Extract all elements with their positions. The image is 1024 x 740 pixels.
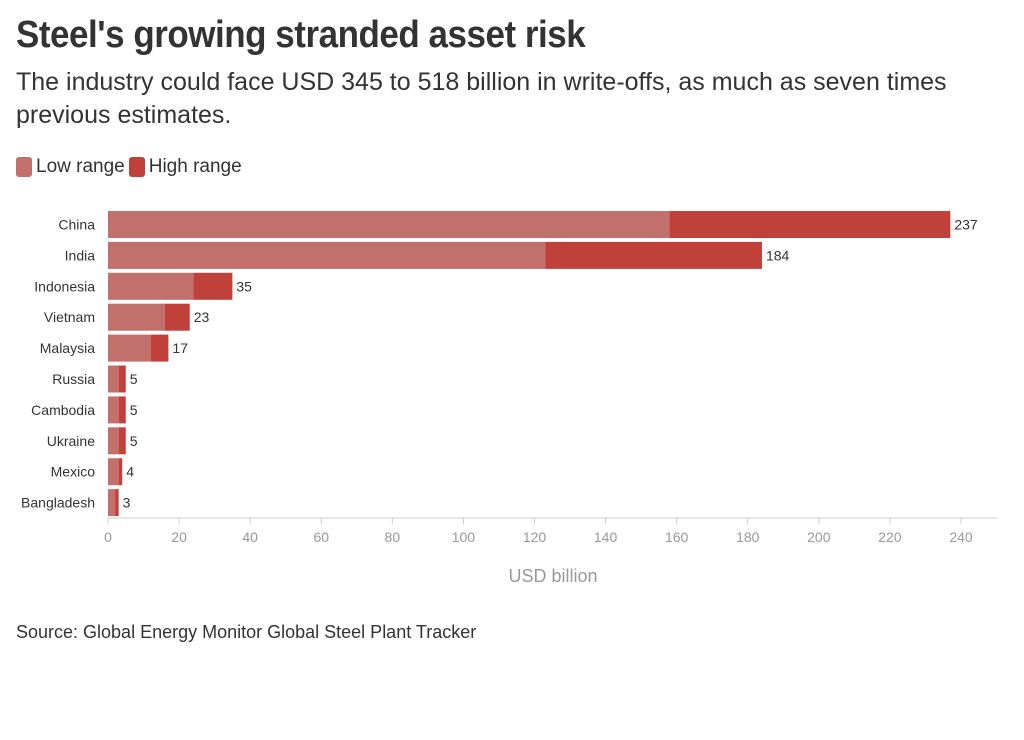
legend: Low range High range: [16, 156, 246, 178]
chart-subtitle: The industry could face USD 345 to 518 b…: [16, 68, 947, 129]
total-label-cambodia: 5: [130, 402, 138, 418]
bar-bangladesh-high: [115, 489, 119, 517]
bar-russia-low: [108, 365, 119, 393]
legend-item-high: High range: [128, 156, 242, 178]
bar-ukraine-high: [118, 427, 126, 455]
bar-india-high: [545, 241, 762, 269]
x-tick-label-240: 240: [949, 529, 973, 545]
x-tick-label-80: 80: [385, 529, 401, 545]
x-tick-label-0: 0: [104, 529, 112, 545]
bar-malaysia-high: [150, 334, 169, 362]
total-label-malaysia: 17: [172, 340, 188, 356]
legend-label-high: High range: [148, 156, 242, 177]
legend-swatch-low: [16, 157, 32, 177]
category-label-cambodia: Cambodia: [31, 402, 95, 418]
bar-india-low: [108, 241, 546, 269]
total-label-india: 184: [766, 247, 790, 263]
category-label-vietnam: Vietnam: [44, 309, 95, 325]
bar-china-low: [108, 211, 670, 238]
x-tick-label-120: 120: [523, 529, 547, 545]
x-axis-title: USD billion: [508, 566, 597, 586]
total-label-bangladesh: 3: [123, 495, 131, 511]
bar-mexico-low: [108, 458, 119, 486]
total-label-russia: 5: [130, 371, 138, 387]
x-tick-label-180: 180: [736, 529, 760, 545]
legend-item-low: Low range: [16, 156, 125, 178]
category-label-bangladesh: Bangladesh: [21, 495, 95, 511]
bar-indonesia-low: [108, 272, 194, 300]
bar-russia-high: [118, 365, 126, 393]
category-label-ukraine: Ukraine: [47, 433, 95, 449]
category-label-mexico: Mexico: [51, 464, 96, 480]
category-label-india: India: [65, 247, 96, 263]
total-label-ukraine: 5: [130, 433, 138, 449]
total-label-vietnam: 23: [194, 309, 210, 325]
x-tick-label-160: 160: [665, 529, 689, 545]
legend-label-low: Low range: [36, 156, 125, 177]
category-label-indonesia: Indonesia: [34, 278, 95, 294]
legend-swatch-high: [128, 157, 145, 177]
category-label-malaysia: Malaysia: [40, 340, 95, 356]
bar-indonesia-high: [193, 272, 233, 300]
bar-china-high: [669, 211, 951, 238]
bar-cambodia-high: [118, 396, 126, 424]
x-tick-label-100: 100: [452, 529, 476, 545]
x-tick-label-20: 20: [171, 529, 187, 545]
x-tick-label-40: 40: [242, 529, 258, 545]
bar-malaysia-low: [108, 334, 151, 362]
total-label-indonesia: 35: [236, 278, 252, 294]
bar-ukraine-low: [108, 427, 119, 455]
x-tick-label-200: 200: [807, 529, 831, 545]
bar-cambodia-low: [108, 396, 119, 424]
bar-bangladesh-low: [108, 489, 116, 517]
bar-vietnam-low: [108, 303, 165, 331]
category-label-china: China: [58, 217, 95, 233]
total-label-mexico: 4: [126, 464, 134, 480]
chart-title: Steel's growing stranded asset risk: [16, 14, 586, 56]
source-note: Source: Global Energy Monitor Global Ste…: [16, 622, 477, 642]
bar-vietnam-high: [164, 303, 190, 331]
category-label-russia: Russia: [52, 371, 95, 387]
x-tick-label-140: 140: [594, 529, 618, 545]
total-label-china: 237: [954, 217, 978, 233]
x-tick-label-220: 220: [878, 529, 902, 545]
bar-mexico-high: [118, 458, 123, 486]
x-tick-label-60: 60: [313, 529, 329, 545]
